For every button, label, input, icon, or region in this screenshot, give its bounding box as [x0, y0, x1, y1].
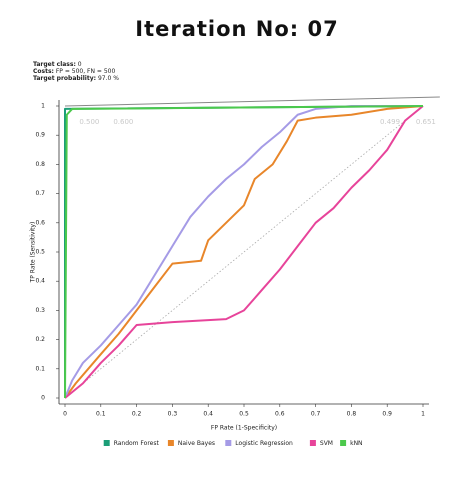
info-label: Target probability:	[33, 75, 96, 82]
y-tick-label: 0.8	[35, 161, 45, 168]
info-label: Costs:	[33, 68, 54, 75]
threshold-label: 0.500	[79, 118, 99, 126]
x-tick-label: 0.4	[203, 411, 213, 418]
roc-curve	[64, 105, 424, 399]
x-tick-label: 0.1	[96, 411, 106, 418]
iso-line	[64, 96, 440, 107]
threshold-label: 0.499	[380, 118, 400, 126]
chart-title: Iteration No: 07	[135, 17, 338, 41]
legend-swatch	[103, 440, 110, 446]
x-tick-label: 0.6	[275, 411, 285, 418]
info-line: Costs: FP = 500, FN = 500	[33, 68, 115, 75]
x-tick-label: 0.9	[382, 411, 392, 418]
info-value: 0	[78, 61, 82, 68]
y-tick-label: 0.3	[35, 307, 45, 314]
legend-label: SVM	[320, 440, 333, 447]
y-tick-label: 1	[41, 103, 45, 110]
x-tick-label: 0.5	[239, 411, 249, 418]
legend-swatch	[340, 440, 347, 446]
x-tick-label: 0.2	[132, 411, 142, 418]
x-tick-label: 0.7	[311, 411, 321, 418]
y-tick-label: 0.2	[35, 336, 45, 343]
legend-label: Logistic Regression	[235, 440, 293, 447]
legend-label: kNN	[350, 440, 362, 447]
info-line: Target probability: 97.0 %	[33, 75, 119, 82]
info-value: FP = 500, FN = 500	[56, 68, 116, 75]
x-tick-label: 0.3	[168, 411, 178, 418]
y-tick-label: 0.7	[35, 190, 45, 197]
y-tick-label: 0.5	[35, 249, 45, 256]
roc-curve	[64, 105, 423, 399]
y-tick-label: 0.6	[35, 219, 45, 226]
y-tick-label: 0.9	[35, 132, 45, 139]
threshold-label: 0.600	[113, 118, 133, 126]
info-label: Target class:	[33, 61, 76, 68]
y-axis-label: TP Rate (Sensitivity)	[30, 222, 37, 284]
y-tick-label: 0.1	[35, 365, 45, 372]
info-line: Target class: 0	[33, 61, 82, 68]
info-value: 97.0 %	[98, 75, 119, 82]
legend-swatch	[309, 440, 316, 446]
y-tick-label: 0.4	[35, 278, 45, 285]
x-axis-label: FP Rate (1-Specificity)	[211, 425, 277, 432]
x-tick-label: 0	[63, 411, 67, 418]
legend-swatch	[225, 440, 232, 446]
roc-curve	[64, 105, 424, 399]
roc-curve	[64, 105, 424, 399]
legend-label: Naive Bayes	[178, 440, 215, 447]
threshold-label: 0.651	[416, 118, 436, 126]
legend-swatch	[167, 440, 174, 446]
x-tick-label: 0.8	[347, 411, 357, 418]
legend-label: Random Forest	[114, 440, 160, 447]
diagonal	[64, 105, 424, 399]
y-tick-label: 0	[41, 395, 45, 402]
x-tick-label: 1	[421, 411, 425, 418]
